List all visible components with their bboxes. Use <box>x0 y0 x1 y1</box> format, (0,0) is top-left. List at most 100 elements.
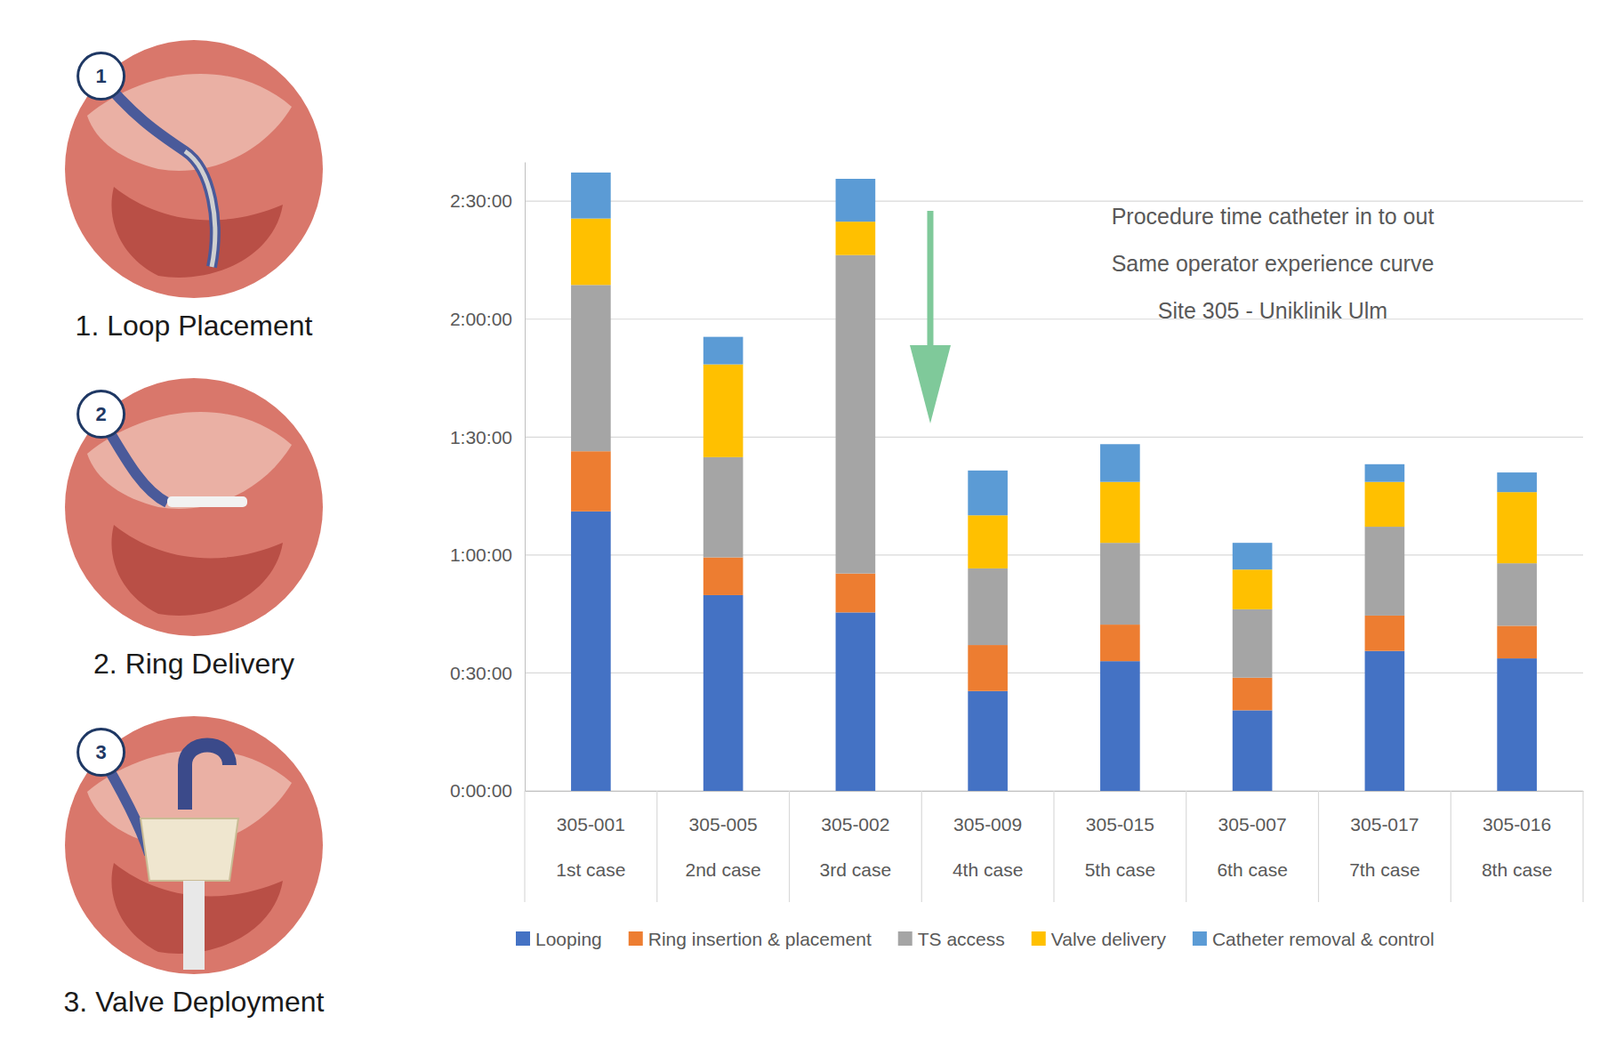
x-tick-sublabel: 6th case <box>1216 859 1287 880</box>
category-separator <box>788 790 790 902</box>
bars <box>570 172 1537 791</box>
bar-segment <box>1232 542 1273 570</box>
y-tick: 0:30:00 <box>450 662 525 684</box>
bar-segment <box>967 568 1008 645</box>
grid-line <box>524 554 1584 555</box>
bar-segment <box>967 691 1008 791</box>
bar-segment <box>836 573 877 613</box>
bar-segment <box>1496 491 1537 563</box>
category-separators <box>524 790 1584 902</box>
arrow-shaft <box>927 210 934 347</box>
category-separator <box>1450 790 1452 902</box>
y-axis-line <box>524 162 526 792</box>
illustration: 2 <box>64 377 323 636</box>
y-tick: 0:00:00 <box>450 779 525 801</box>
bar-segment <box>570 172 612 219</box>
valve <box>140 818 239 881</box>
bar-segment <box>1496 625 1537 659</box>
bar-segment <box>1100 443 1141 482</box>
legend-swatch <box>1031 931 1046 946</box>
legend-swatch <box>1192 931 1207 946</box>
series <box>570 255 1537 678</box>
grid-line <box>524 436 1584 438</box>
x-tick-label: 305-015 <box>1085 813 1155 835</box>
y-tick: 1:30:00 <box>450 426 525 448</box>
series <box>570 450 1537 710</box>
x-tick-sublabel: 3rd case <box>820 859 893 880</box>
step-badge <box>78 391 125 438</box>
bar-segment <box>836 611 877 791</box>
legend-label: Looping <box>535 928 603 949</box>
bar-segment <box>1100 542 1141 625</box>
illustration-circle <box>64 377 323 636</box>
annotation-line: Site 305 - Uniklinik Ulm <box>1157 297 1388 323</box>
x-tick-sublabel: 5th case <box>1085 859 1156 880</box>
bar-segment <box>1365 651 1406 791</box>
tissue <box>111 186 283 278</box>
legend-swatch <box>628 931 644 946</box>
annotation-line: Procedure time catheter in to out <box>1111 203 1435 229</box>
bar-segment <box>1496 658 1537 791</box>
bar-segment <box>703 557 744 595</box>
x-tick: 305-0052nd case <box>685 790 762 880</box>
x-tick-label: 305-016 <box>1482 813 1552 835</box>
step-number: 2 <box>95 402 106 426</box>
step-number: 1 <box>95 64 106 88</box>
legend-item: Ring insertion & placement <box>628 928 872 949</box>
illustration-circle <box>64 40 323 298</box>
category-separator <box>1185 790 1187 902</box>
series <box>570 172 1537 570</box>
legend-swatch <box>898 931 913 946</box>
bar-segment <box>1100 660 1141 791</box>
bar-segment <box>1496 562 1537 626</box>
bar-segment <box>703 337 744 365</box>
illustration-caption: 2. Ring Delivery <box>93 647 295 680</box>
x-tick-sublabel: 8th case <box>1481 859 1552 880</box>
x-tick-label: 305-007 <box>1218 813 1287 835</box>
bar-segment <box>703 364 744 458</box>
delivery-catheter <box>184 745 230 811</box>
legend-label: TS access <box>917 928 1006 949</box>
annotation-line: Same operator experience curve <box>1111 250 1435 276</box>
bar-segment <box>836 178 877 222</box>
step-number: 3 <box>95 740 106 764</box>
bar-segment <box>703 594 744 791</box>
illustration-circle <box>64 715 323 974</box>
bar-segment <box>570 511 612 791</box>
annotation: Procedure time catheter in to out Same op… <box>1111 203 1435 323</box>
category-separator <box>523 790 525 902</box>
x-tick: 305-0177th case <box>1349 790 1420 880</box>
bar-segment <box>1496 472 1537 492</box>
legend-label: Valve delivery <box>1051 928 1167 949</box>
x-tick-label: 305-002 <box>820 813 890 835</box>
grid-line <box>524 201 1584 202</box>
x-tick-label: 305-017 <box>1350 813 1419 835</box>
bar-segment <box>1100 624 1141 661</box>
bar-segment <box>967 470 1008 515</box>
bar-segment <box>1365 464 1406 483</box>
loop-wire <box>184 151 216 267</box>
y-tick-label: 2:00:00 <box>450 308 513 330</box>
step-badge <box>78 53 125 100</box>
bar-segment <box>1365 526 1406 616</box>
grid-line <box>524 672 1584 674</box>
bar-segment <box>570 284 612 451</box>
y-tick: 1:00:00 <box>450 544 525 565</box>
legend-item: Valve delivery <box>1031 928 1167 949</box>
category-separator <box>656 790 658 902</box>
y-tick-label: 2:30:00 <box>450 190 513 211</box>
category-separator <box>1318 790 1319 902</box>
catheter <box>96 71 216 267</box>
x-tick-sublabel: 4th case <box>952 859 1023 880</box>
illustration-caption: 3. Valve Deployment <box>64 985 325 1018</box>
x-tick-label: 305-001 <box>556 813 626 835</box>
grid-line <box>524 318 1584 320</box>
legend-item: Looping <box>515 928 603 949</box>
category-separator <box>921 790 923 902</box>
bar-segment <box>1100 482 1141 543</box>
x-tick: 305-0094th case <box>952 790 1023 880</box>
bar-segment <box>1232 609 1273 678</box>
x-tick: 305-0011st case <box>555 790 626 880</box>
legend-item: TS access <box>898 928 1006 949</box>
y-tick: 2:00:00 <box>450 308 525 330</box>
